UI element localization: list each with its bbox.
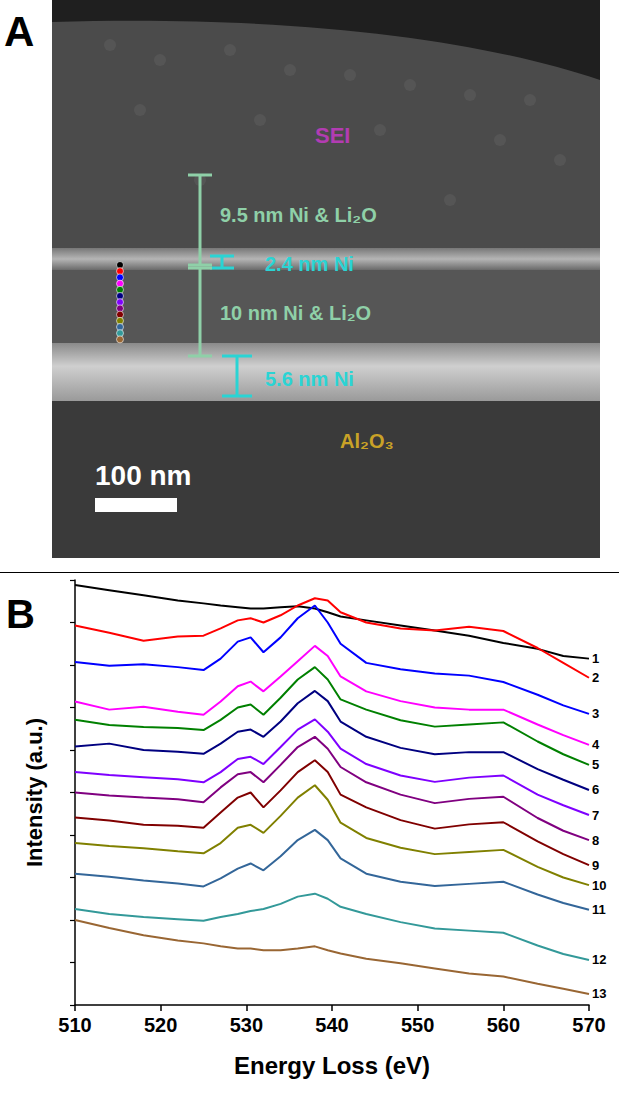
svg-text:570: 570: [572, 1014, 605, 1036]
svg-text:5: 5: [592, 757, 599, 772]
svg-text:A: A: [4, 8, 34, 55]
svg-text:540: 540: [315, 1014, 348, 1036]
svg-text:10 nm Ni & Li₂O: 10 nm Ni & Li₂O: [220, 302, 371, 324]
svg-text:100 nm: 100 nm: [95, 460, 192, 491]
svg-text:530: 530: [230, 1014, 263, 1036]
svg-text:520: 520: [144, 1014, 177, 1036]
svg-text:Energy Loss (eV): Energy Loss (eV): [234, 1052, 430, 1079]
svg-text:6: 6: [592, 782, 599, 797]
svg-text:10: 10: [592, 878, 606, 893]
svg-text:510: 510: [58, 1014, 91, 1036]
svg-text:Intensity (a.u.): Intensity (a.u.): [22, 718, 47, 867]
svg-text:SEI: SEI: [315, 123, 350, 148]
svg-text:4: 4: [592, 737, 600, 752]
svg-text:1: 1: [592, 651, 599, 666]
html-text:B: B: [6, 592, 35, 636]
svg-text:12: 12: [592, 952, 606, 967]
svg-text:8: 8: [592, 833, 599, 848]
svg-text:Al₂O₃: Al₂O₃: [340, 430, 394, 452]
svg-text:560: 560: [487, 1014, 520, 1036]
svg-text:2.4 nm Ni: 2.4 nm Ni: [265, 253, 354, 275]
svg-text:7: 7: [592, 808, 599, 823]
svg-text:550: 550: [401, 1014, 434, 1036]
svg-text:13: 13: [592, 986, 606, 1001]
svg-text:3: 3: [592, 706, 599, 721]
svg-text:9.5 nm Ni & Li₂O: 9.5 nm Ni & Li₂O: [220, 204, 377, 226]
svg-text:5.6 nm Ni: 5.6 nm Ni: [265, 368, 354, 390]
svg-text:9: 9: [592, 858, 599, 873]
svg-text:2: 2: [592, 670, 599, 685]
svg-text:11: 11: [592, 902, 606, 917]
